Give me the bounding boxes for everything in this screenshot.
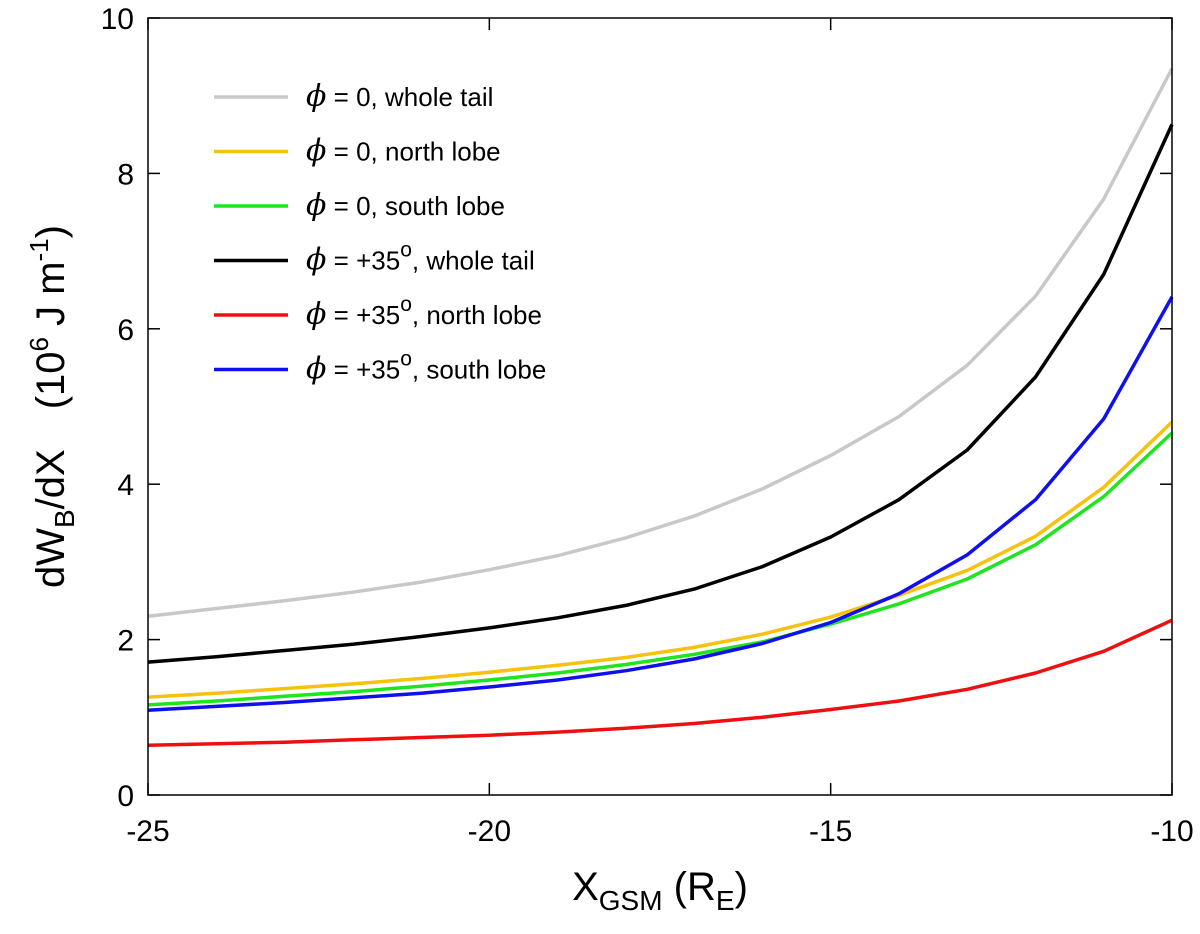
y-axis-label-unit-close: ): [29, 225, 73, 238]
y-axis-label-rest: /dX: [29, 449, 73, 509]
series-line: [147, 123, 1174, 664]
y-axis-label: dWB/dX (106 J m-1): [24, 225, 80, 588]
legend-item: ϕ = 0, north lobe: [214, 134, 501, 169]
y-axis-label-unit-open: (10: [29, 351, 73, 409]
series-line: [147, 420, 1174, 699]
x-tick-label: -25: [126, 815, 169, 848]
x-tick-label: -20: [468, 815, 511, 848]
y-axis-label-unit-sup2: -1: [24, 238, 54, 261]
legend-label: ϕ = 0, north lobe: [306, 134, 501, 169]
legend-label: ϕ = +35o, south lobe: [306, 348, 546, 387]
series-layer: [147, 67, 1174, 748]
legend-label: ϕ = +35o, north lobe: [306, 293, 542, 332]
plot-frame: [147, 17, 1173, 796]
x-axis-label-sub: GSM: [599, 885, 663, 916]
legend-item: ϕ = 0, whole tail: [214, 79, 493, 114]
series-line: [147, 618, 1173, 748]
x-axis-label: XGSM (RE): [572, 865, 748, 916]
y-axis-label-unit-sup: 6: [24, 337, 54, 351]
y-tick-label: 10: [101, 3, 134, 36]
legend-item: ϕ = +35o, north lobe: [214, 293, 542, 332]
legend-label: ϕ = 0, south lobe: [306, 188, 505, 223]
x-tick-label: -15: [809, 815, 852, 848]
legend-label: ϕ = 0, whole tail: [306, 79, 493, 114]
legend-label: ϕ = +35o, whole tail: [306, 239, 535, 278]
series-line: [147, 296, 1174, 713]
y-axis-label-unit-mid: J m: [29, 261, 73, 337]
y-tick-label: 8: [117, 158, 134, 191]
y-tick-label: 2: [117, 625, 134, 658]
series-line: [147, 431, 1174, 707]
y-tick-label: 6: [117, 314, 134, 347]
y-tick-label: 4: [117, 469, 134, 502]
x-axis-label-unit-close: ): [735, 865, 748, 909]
y-axis-label-main: dW: [29, 528, 73, 588]
series-line: [147, 67, 1174, 619]
tick-layer: -25 -20 -15 -10 0 2 4 6 8 10: [101, 3, 1194, 848]
x-tick-label: -10: [1150, 815, 1193, 848]
x-axis-label-unit-sub: E: [716, 885, 735, 916]
x-axis-label-main: X: [572, 865, 599, 909]
legend-item: ϕ = 0, south lobe: [214, 188, 505, 223]
legend-item: ϕ = +35o, whole tail: [214, 239, 535, 278]
legend: ϕ = 0, whole tail ϕ = 0, north lobe ϕ = 0,…: [214, 79, 546, 387]
legend-item: ϕ = +35o, south lobe: [214, 348, 546, 387]
x-axis-label-unit-open: (R: [663, 865, 716, 909]
y-tick-label: 0: [117, 780, 134, 813]
y-axis-label-sub: B: [49, 509, 80, 528]
